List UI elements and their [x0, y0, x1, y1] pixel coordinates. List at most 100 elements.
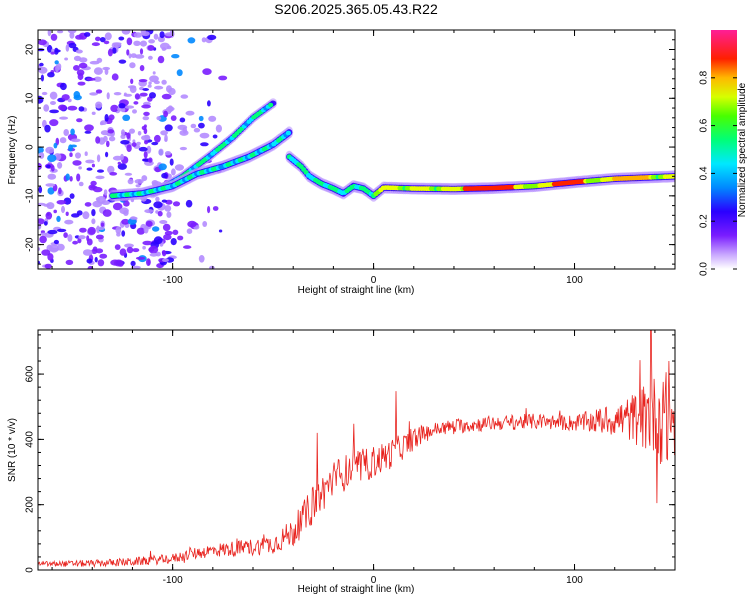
heatmap-cell: [148, 245, 159, 254]
heatmap-cell: [106, 140, 110, 148]
heatmap-cell: [144, 209, 154, 214]
heatmap-cell: [152, 71, 156, 75]
heatmap-cell: [164, 124, 173, 132]
heatmap-cell: [47, 154, 57, 162]
heatmap-cell: [49, 91, 58, 100]
heatmap-cell: [44, 263, 52, 269]
heatmap-cell: [134, 93, 140, 100]
heatmap-cell: [67, 30, 77, 34]
heatmap-cell: [151, 141, 159, 146]
heatmap-cell: [91, 209, 96, 217]
heatmap-cell: [69, 193, 75, 199]
heatmap-cell: [285, 130, 291, 136]
heatmap-cell: [146, 258, 151, 266]
heatmap-cell: [38, 223, 42, 230]
heatmap-cell: [79, 227, 87, 233]
heatmap-cell: [53, 239, 60, 245]
heatmap-cell: [158, 163, 167, 171]
heatmap-cell: [49, 109, 59, 114]
heatmap-cell: [78, 181, 84, 187]
heatmap-cell: [170, 238, 177, 246]
snr-y-label: SNR (10 * v/v): [7, 418, 18, 482]
heatmap-cell: [185, 199, 193, 208]
heatmap-cell: [103, 189, 108, 196]
heatmap-cell: [147, 84, 152, 88]
heatmap-cell: [207, 100, 211, 107]
heatmap-cell: [84, 32, 91, 37]
heatmap-cell: [129, 62, 136, 69]
heatmap-cell: [198, 254, 205, 263]
y-tick-label: 600: [25, 365, 36, 382]
heatmap-cell: [95, 136, 101, 144]
heatmap-cell: [199, 132, 210, 139]
heatmap-cell: [46, 44, 53, 53]
heatmap-cell: [97, 259, 105, 267]
heatmap-cell: [166, 45, 172, 50]
y-tick-label: -10: [25, 188, 36, 203]
heatmap-cell: [106, 92, 110, 100]
heatmap-cell: [171, 168, 176, 176]
heatmap-cell: [70, 138, 81, 143]
heatmap-cell: [154, 85, 164, 90]
heatmap-cell: [112, 202, 123, 211]
heatmap-cell: [39, 62, 44, 67]
heatmap-cell: [100, 120, 108, 125]
heatmap-cell: [141, 104, 152, 109]
heatmap-cell: [105, 151, 109, 158]
heatmap-cell: [170, 115, 177, 121]
heatmap-cell: [212, 206, 219, 211]
heatmap-cell: [93, 67, 103, 75]
heatmap-cell: [108, 136, 116, 142]
heatmap-cell: [121, 230, 126, 237]
heatmap-cell: [200, 142, 209, 147]
x-tick-label: 100: [566, 275, 583, 286]
heatmap-cell: [50, 165, 55, 172]
heatmap-cell: [65, 173, 70, 181]
heatmap-cell: [138, 79, 148, 83]
heatmap-cell: [38, 95, 44, 104]
heatmap-cell: [153, 80, 160, 85]
heatmap-cell: [198, 122, 205, 129]
heatmap-cell: [193, 127, 201, 133]
heatmap-cell: [161, 79, 167, 85]
heatmap-cell: [102, 209, 112, 217]
heatmap-cell: [118, 59, 127, 64]
heatmap-cell: [143, 225, 149, 234]
heatmap-cell: [102, 66, 110, 71]
heatmap-cell: [133, 32, 143, 38]
heatmap-cell: [180, 94, 189, 99]
spectrogram-marks: [38, 30, 675, 269]
heatmap-cell: [159, 220, 168, 224]
heatmap-cell: [218, 75, 228, 81]
heatmap-cell: [60, 82, 67, 91]
heatmap-cell: [67, 98, 72, 103]
heatmap-cell: [104, 32, 112, 41]
heatmap-cell: [164, 151, 172, 156]
heatmap-cell: [148, 55, 153, 60]
heatmap-cell: [99, 253, 108, 259]
heatmap-cell: [158, 148, 164, 156]
heatmap-cell: [39, 152, 45, 159]
heatmap-cell: [45, 146, 55, 154]
heatmap-cell: [49, 244, 59, 253]
heatmap-cell: [71, 213, 80, 218]
heatmap-cell: [91, 163, 95, 168]
heatmap-cell: [161, 199, 168, 203]
heatmap-cell: [124, 243, 134, 248]
heatmap-cell: [86, 238, 93, 246]
heatmap-cell: [179, 129, 189, 136]
heatmap-cell: [40, 232, 48, 236]
x-tick-label: -100: [163, 275, 183, 286]
heatmap-cell: [69, 152, 73, 157]
heatmap-cell: [70, 128, 75, 136]
heatmap-cell: [136, 141, 142, 146]
spectrogram-frame: [37, 29, 676, 270]
heatmap-cell: [118, 36, 125, 41]
heatmap-cell: [126, 246, 134, 254]
heatmap-cell: [95, 226, 106, 231]
heatmap-cell: [163, 110, 169, 118]
heatmap-cell: [163, 234, 172, 241]
heatmap-cell: [86, 167, 93, 171]
heatmap-cell: [126, 49, 130, 56]
heatmap-cell: [95, 175, 105, 180]
